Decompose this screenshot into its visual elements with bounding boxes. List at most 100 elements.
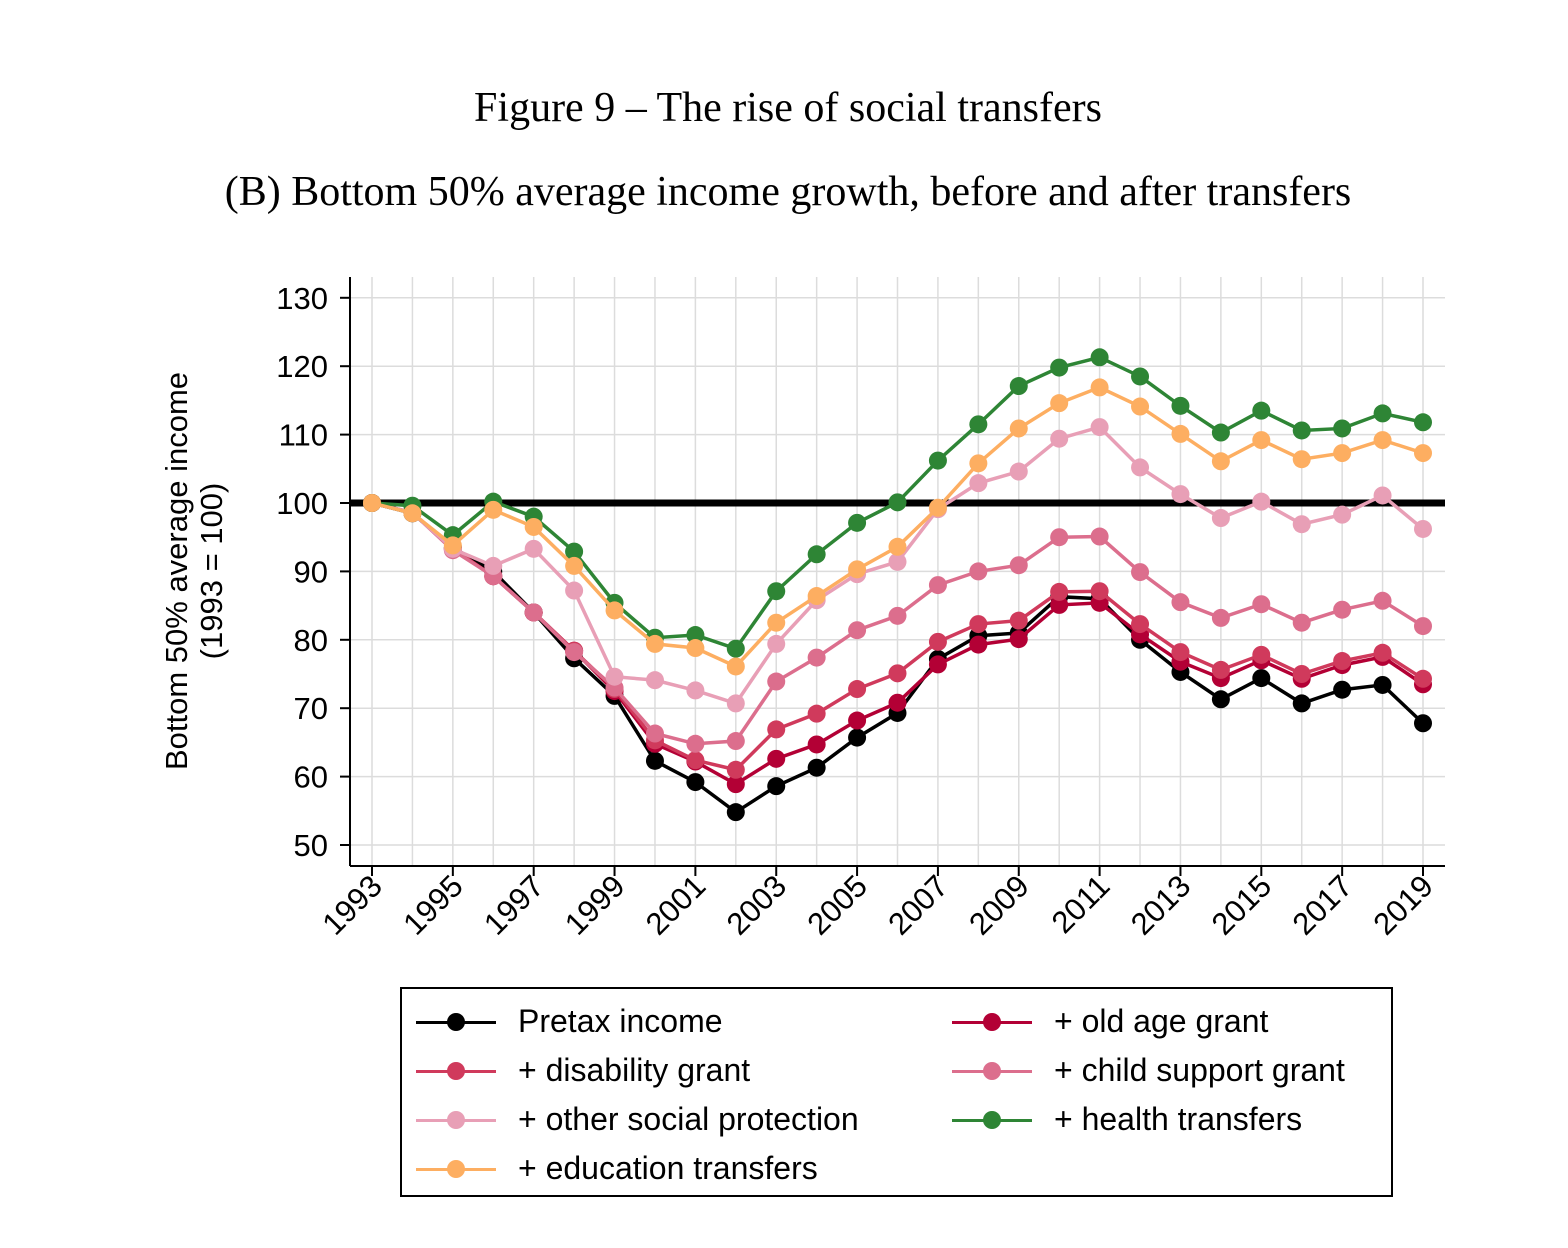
data-point (1333, 419, 1352, 438)
legend-label: + old age grant (1054, 1003, 1269, 1039)
data-point (807, 758, 826, 777)
data-point (1050, 429, 1069, 448)
data-point (1414, 444, 1432, 463)
data-point (1414, 519, 1432, 538)
data-point (686, 751, 705, 770)
data-point (767, 634, 786, 653)
legend-marker-icon (416, 1056, 496, 1086)
y-tick-label: 120 (276, 349, 328, 384)
data-point (767, 720, 786, 739)
data-point (484, 556, 503, 575)
data-point (1131, 397, 1150, 416)
data-point (1131, 563, 1150, 582)
data-point (1292, 421, 1311, 440)
chart-title: Figure 9 – The rise of social transfers (474, 85, 1102, 131)
x-tick-label: 1995 (396, 868, 470, 942)
y-tick-label: 90 (294, 554, 328, 589)
data-point (1252, 595, 1271, 614)
data-point (1333, 505, 1352, 524)
data-point (645, 724, 664, 743)
data-point (848, 560, 867, 579)
chart-subtitle: (B) Bottom 50% average income growth, be… (224, 169, 1352, 215)
data-point (686, 734, 705, 753)
y-axis-label: Bottom 50% average income (159, 372, 194, 770)
data-point (928, 498, 947, 517)
data-point (1252, 645, 1271, 664)
data-point (645, 751, 664, 770)
data-point (807, 735, 826, 754)
data-point (807, 587, 826, 606)
data-point (1211, 690, 1230, 709)
legend-item: + health transfers (952, 1101, 1302, 1138)
data-point (565, 556, 584, 575)
data-point (928, 632, 947, 651)
x-tick-label: 2019 (1366, 868, 1440, 942)
legend-marker-icon (952, 1007, 1032, 1037)
data-point (1414, 617, 1432, 636)
y-tick-label: 110 (279, 418, 328, 453)
data-point (1090, 348, 1109, 367)
data-point (848, 680, 867, 699)
data-point (1252, 492, 1271, 511)
data-point (1009, 462, 1028, 481)
data-point (1373, 675, 1392, 694)
legend-marker-icon (416, 1154, 496, 1184)
data-point (888, 693, 907, 712)
data-point (403, 504, 422, 523)
data-point (1171, 643, 1190, 662)
data-point (443, 536, 462, 555)
data-point (1292, 515, 1311, 534)
data-point (1292, 450, 1311, 469)
data-point (848, 711, 867, 730)
legend-label: + child support grant (1054, 1052, 1345, 1088)
y-axis-label-sub: (1993 = 100) (194, 483, 229, 660)
legend-label: + disability grant (518, 1052, 751, 1088)
data-point (605, 667, 624, 686)
x-tick-label: 2003 (720, 868, 794, 942)
data-point (969, 474, 988, 493)
data-point (484, 500, 503, 519)
data-point (1050, 394, 1069, 413)
x-tick-label: 2013 (1124, 868, 1198, 942)
legend-label: + education transfers (518, 1150, 818, 1186)
data-point (888, 493, 907, 512)
data-point (1009, 630, 1028, 649)
data-point (767, 749, 786, 768)
data-point (1333, 600, 1352, 619)
legend-label: + other social protection (518, 1101, 859, 1137)
legend: Pretax income + disability grant + other s… (400, 987, 1393, 1197)
data-point (1333, 444, 1352, 463)
data-point (1090, 582, 1109, 601)
legend-marker-icon (952, 1105, 1032, 1135)
legend-label: Pretax income (518, 1003, 723, 1039)
data-point (686, 773, 705, 792)
data-point (1211, 660, 1230, 679)
data-point (807, 545, 826, 564)
data-point (1171, 485, 1190, 504)
data-point (1090, 527, 1109, 546)
legend-item: + other social protection (416, 1101, 859, 1138)
y-tick-label: 130 (276, 281, 328, 316)
data-point (726, 639, 745, 658)
data-point (928, 655, 947, 674)
data-point (767, 582, 786, 601)
x-tick-label: 2015 (1205, 868, 1279, 942)
data-point (1131, 367, 1150, 386)
x-tick-label: 2017 (1286, 868, 1360, 942)
legend-label: + health transfers (1054, 1101, 1303, 1137)
x-tick-label: 2011 (1045, 868, 1117, 940)
data-point (1373, 591, 1392, 610)
data-point (524, 517, 543, 536)
data-point (686, 626, 705, 645)
x-tick-label: 2009 (962, 868, 1036, 942)
data-point (363, 494, 381, 512)
data-point (969, 615, 988, 634)
data-point (726, 694, 745, 713)
data-point (1414, 413, 1432, 432)
data-point (1292, 613, 1311, 632)
data-point (1252, 431, 1271, 450)
legend-item: + disability grant (416, 1052, 750, 1089)
data-point (1009, 419, 1028, 438)
data-point (1050, 595, 1069, 614)
x-tick-label: 2005 (801, 868, 875, 942)
